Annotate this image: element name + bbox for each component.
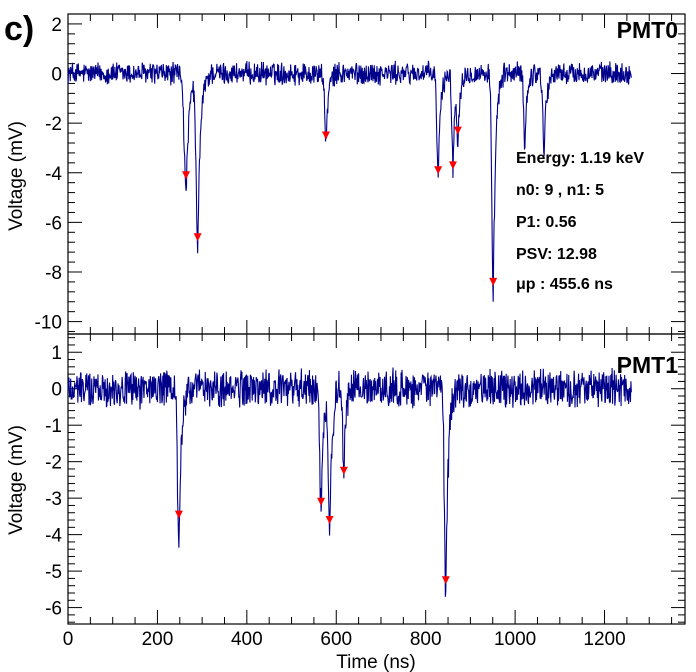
y-tick-label: -5 [45, 562, 62, 583]
energy-annotation: Energy: 1.19 keV [516, 150, 644, 167]
peak-marker [441, 576, 450, 585]
peak-marker [193, 233, 202, 242]
y-tick-label: -6 [45, 213, 62, 234]
psv-annotation: PSV: 12.98 [516, 246, 597, 263]
y-tick-label: -2 [45, 453, 62, 474]
x-tick-label: 200 [142, 629, 174, 650]
p1-annotation: P1: 0.56 [516, 214, 577, 231]
x-tick-label: 1000 [494, 629, 536, 650]
x-tick-label: 600 [320, 629, 352, 650]
figure-label: c) [4, 10, 34, 48]
pmt1-markers [174, 466, 450, 585]
pmt0-y-tick-labels: 2 0 -2 -4 -6 -8 -10 [35, 15, 63, 334]
peak-marker [325, 516, 334, 525]
x-tick-labels: 0 200 400 600 800 1000 1200 [63, 629, 626, 650]
peak-marker [321, 131, 330, 140]
y-tick-label: -2 [45, 114, 62, 135]
pmt1-ticks [67, 334, 685, 624]
pmt0-y-axis-title: Voltage (mV) [6, 121, 27, 231]
y-tick-label: 2 [51, 15, 62, 36]
n0-n1-annotation: n0: 9 , n1: 5 [516, 182, 604, 199]
peak-marker [339, 466, 348, 475]
waveform-line [67, 367, 632, 597]
pmt0-markers [182, 126, 498, 286]
y-tick-label: -6 [45, 599, 62, 620]
y-tick-label: -10 [35, 313, 62, 334]
peak-marker [174, 510, 183, 519]
y-tick-label: -4 [45, 526, 62, 547]
peak-marker [448, 161, 457, 170]
pmt1-panel: 1 0 -1 -2 -3 -4 -5 -6 0 200 400 600 800 1000 1200 PMT… [6, 333, 686, 672]
pmt1-panel-title: PMT1 [617, 352, 679, 378]
peak-marker [182, 171, 191, 180]
pmt0-panel: 2 0 -2 -4 -6 -8 -10 PMT0 Energy: 1.19 keV n0: … [6, 13, 686, 335]
pmt0-ticks [67, 13, 685, 334]
pmt0-trace-group [67, 60, 632, 302]
y-tick-label: -8 [45, 263, 62, 284]
pmt1-y-axis-title: Voltage (mV) [6, 425, 27, 535]
peak-marker [489, 277, 498, 286]
y-tick-label: 0 [51, 65, 62, 86]
y-tick-label: -3 [45, 489, 62, 510]
y-tick-label: -1 [45, 416, 62, 437]
pmt0-panel-title: PMT0 [617, 17, 678, 43]
mu-p-annotation: μp : 455.6 ns [516, 276, 613, 293]
x-tick-label: 0 [63, 629, 74, 650]
pmt1-frame [67, 333, 686, 625]
y-tick-label: -4 [45, 164, 62, 185]
x-tick-label: 400 [231, 629, 263, 650]
pmt0-annotation-box: Energy: 1.19 keV n0: 9 , n1: 5 P1: 0.56 … [516, 150, 644, 293]
waveform-line [67, 60, 632, 302]
peak-marker [453, 126, 462, 135]
x-tick-label: 800 [410, 629, 442, 650]
pmt1-trace-group [67, 367, 632, 597]
pmt1-y-tick-labels: 1 0 -1 -2 -3 -4 -5 -6 [45, 343, 62, 619]
peak-marker [317, 497, 326, 506]
y-tick-label: 1 [51, 343, 62, 364]
peak-marker [434, 166, 443, 175]
x-axis-title: Time (ns) [336, 652, 416, 672]
x-tick-label: 1200 [583, 629, 625, 650]
y-tick-label: 0 [51, 380, 62, 401]
